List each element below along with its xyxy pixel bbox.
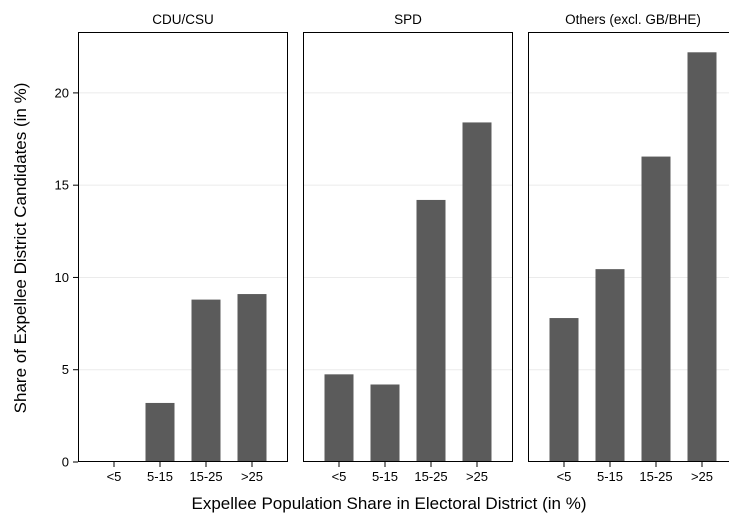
x-tick-label: 15-25 — [414, 469, 447, 484]
x-axis-title: Expellee Population Share in Electoral D… — [192, 494, 587, 513]
panel-frame — [528, 32, 729, 462]
x-tick-label: 5-15 — [597, 469, 623, 484]
bar — [145, 402, 175, 462]
bar — [687, 52, 717, 463]
bar — [462, 122, 492, 462]
panel-title: Others (excl. GB/BHE) — [565, 12, 701, 27]
x-tick-label: 5-15 — [147, 469, 173, 484]
y-tick-label: 10 — [55, 270, 69, 285]
x-tick-label: >25 — [691, 469, 713, 484]
x-tick-label: <5 — [107, 469, 122, 484]
x-tick-label: 15-25 — [189, 469, 222, 484]
y-tick-label: 15 — [55, 178, 69, 193]
bar — [595, 269, 625, 462]
panel-frame — [303, 32, 513, 462]
x-tick-label: <5 — [557, 469, 572, 484]
bar — [324, 374, 354, 462]
panel-title: SPD — [394, 12, 422, 27]
panel-title: CDU/CSU — [152, 12, 214, 27]
bar — [237, 294, 267, 462]
y-tick-label: 5 — [62, 362, 69, 377]
panel-frame — [78, 32, 288, 462]
y-axis: 0 5 10 15 20 — [55, 85, 78, 470]
bar — [370, 384, 400, 462]
bar — [549, 318, 579, 462]
x-tick-label: 15-25 — [639, 469, 672, 484]
panel: Others (excl. GB/BHE) <5 5-15 15-25 >25 — [528, 12, 729, 484]
x-tick-label: >25 — [241, 469, 263, 484]
bar — [416, 199, 446, 462]
x-tick-label: >25 — [466, 469, 488, 484]
y-tick-label: 20 — [55, 85, 69, 100]
y-axis-title: Share of Expellee District Candidates (i… — [11, 83, 30, 414]
bar — [641, 156, 671, 463]
bar — [191, 299, 221, 462]
x-tick-label: 5-15 — [372, 469, 398, 484]
y-tick-label: 0 — [62, 455, 69, 470]
panel: CDU/CSU <5 5-15 15-25 >25 — [78, 12, 288, 484]
panel: SPD <5 5-15 15-25 >25 — [303, 12, 513, 484]
x-tick-label: <5 — [332, 469, 347, 484]
